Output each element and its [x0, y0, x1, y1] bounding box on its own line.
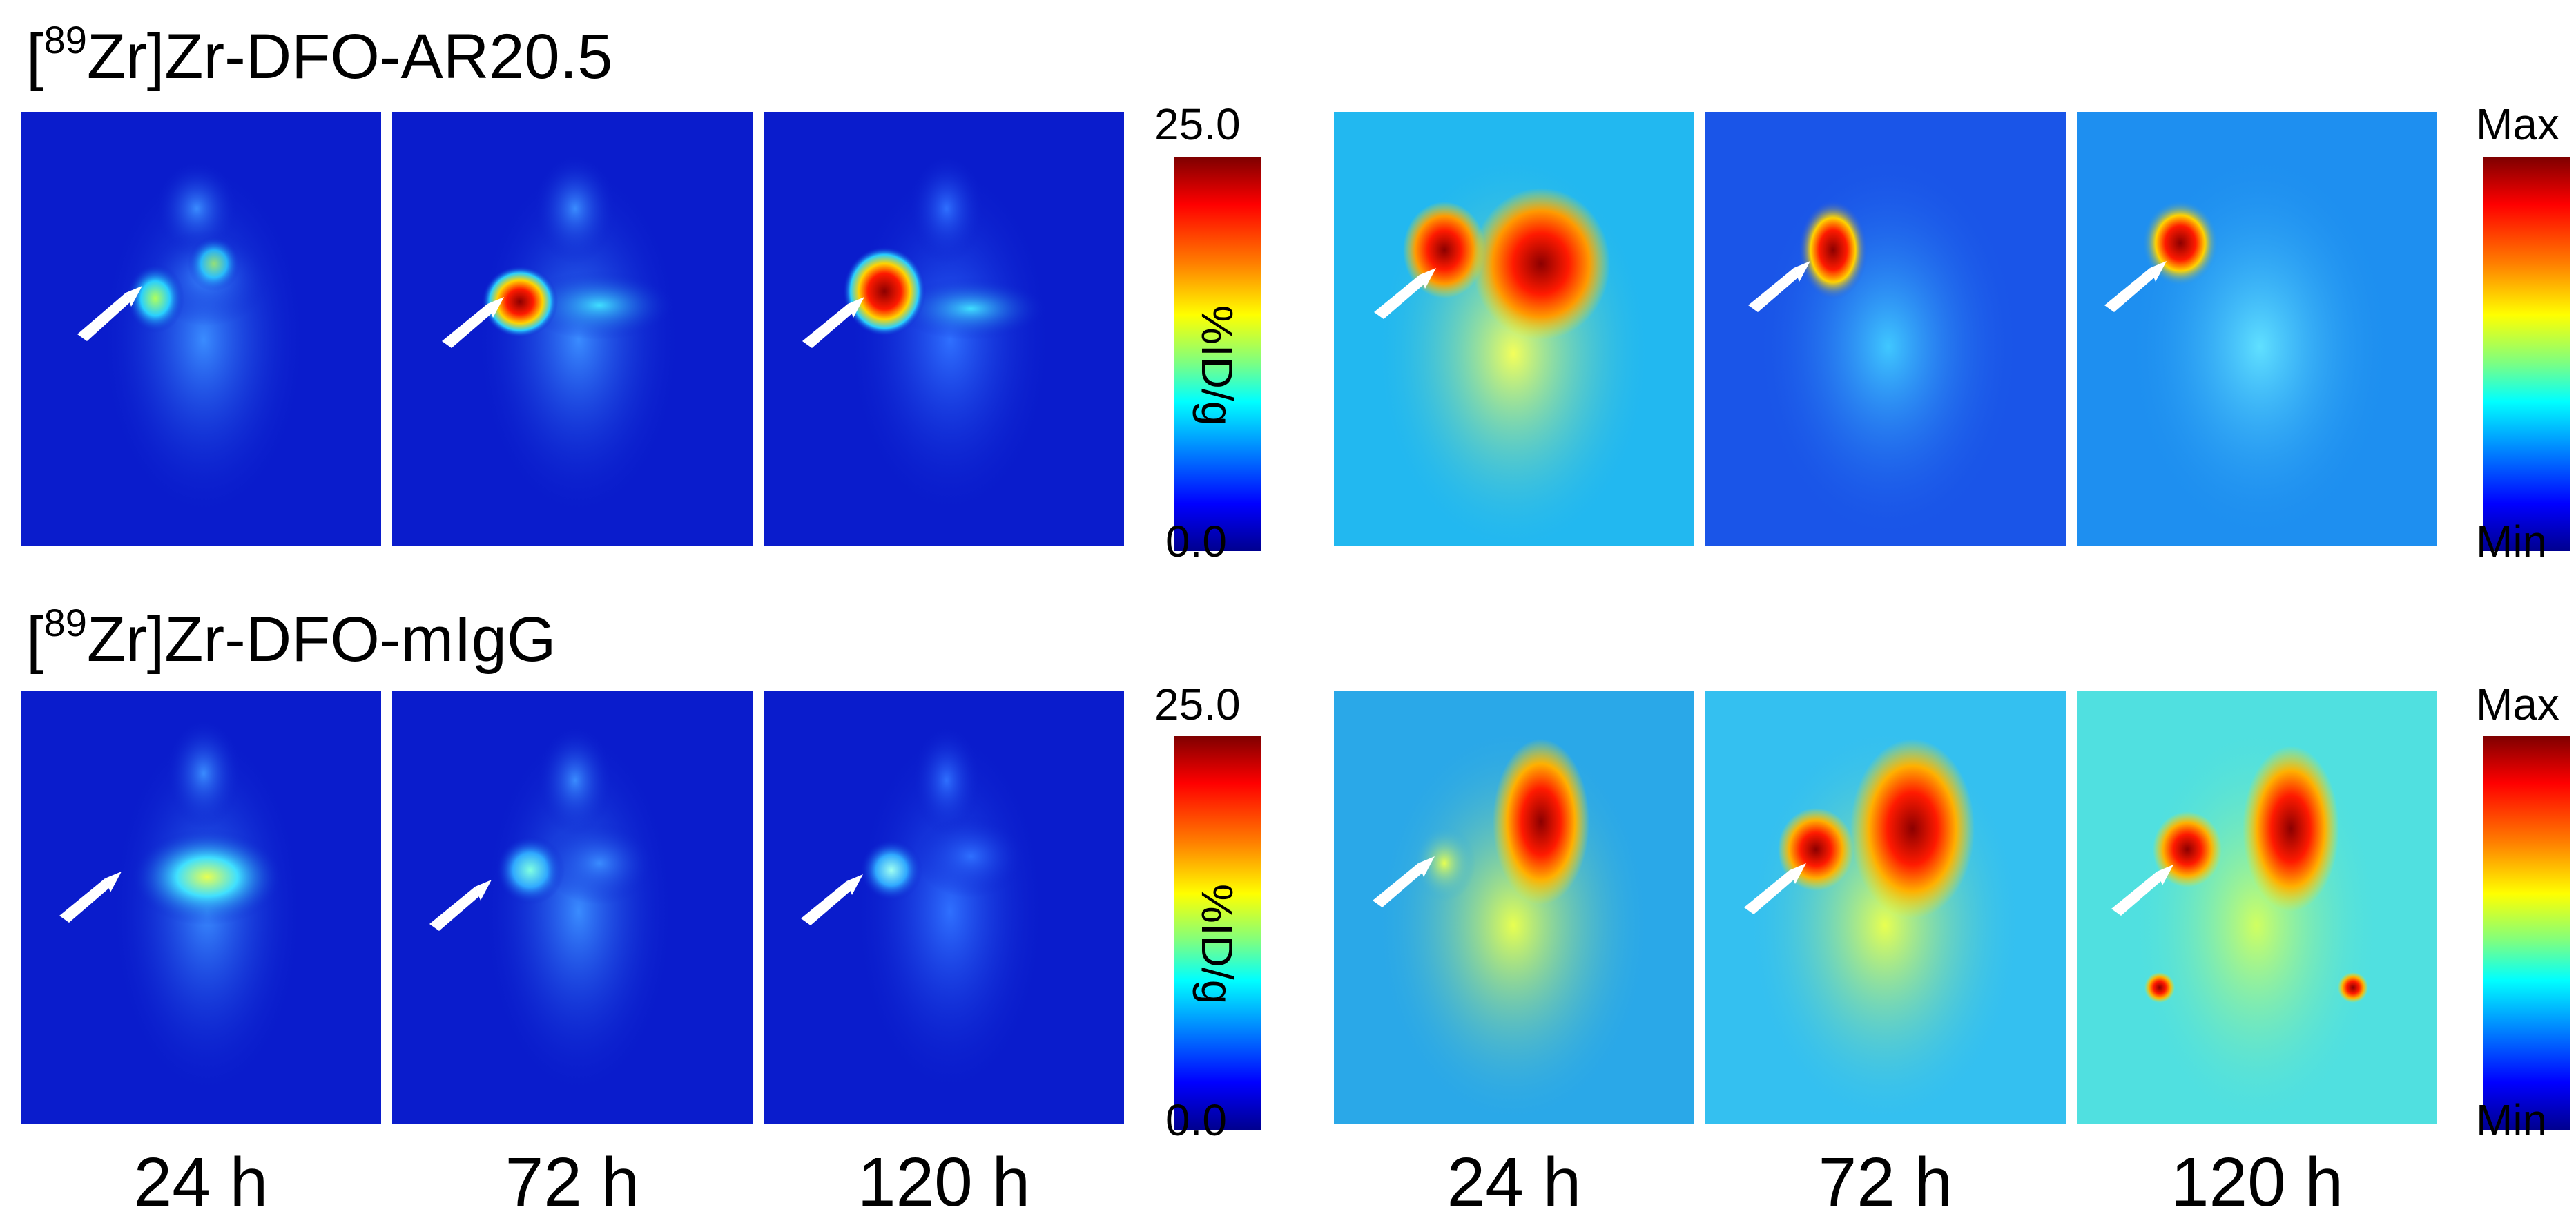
- pet-image-migg-120h: [764, 691, 1124, 1124]
- colorbar-min-label-2: 0.0: [1165, 1095, 1227, 1145]
- colorbar-rel-min-label-2: Min: [2476, 1095, 2548, 1145]
- time-label: 120 h: [2170, 1144, 2344, 1221]
- tumor-arrow-icon: [2111, 872, 2161, 916]
- time-label: 120 h: [857, 1144, 1031, 1221]
- tumor-arrow-icon: [1374, 275, 1424, 319]
- time-label: 72 h: [1818, 1144, 1953, 1221]
- tumor-arrow-icon: [1748, 268, 1798, 312]
- colorbar-rel-max-label: Max: [2476, 99, 2559, 149]
- colorbar-rel-max-label-2: Max: [2476, 680, 2559, 729]
- colorbar-quantitative: [1174, 157, 1261, 551]
- tumor-arrow-icon: [1744, 870, 1794, 914]
- tumor-arrow-icon: [802, 304, 852, 348]
- colorbar-unit-label-2: %ID/g: [1192, 884, 1242, 1005]
- colorbar-relative-2: [2483, 736, 2570, 1130]
- colorbar-relative: [2483, 157, 2570, 551]
- colorbar-max-label-2: 25.0: [1154, 680, 1241, 729]
- time-label: 24 h: [1446, 1144, 1582, 1221]
- time-label: 24 h: [133, 1144, 269, 1221]
- tumor-arrow-icon: [1373, 863, 1422, 907]
- tumor-arrow-icon: [77, 293, 130, 341]
- pet-image-ar205-24h-relative: [1334, 112, 1694, 546]
- pet-image-ar205-120h: [764, 112, 1124, 546]
- row-title-ar205: [89Zr]Zr-DFO-AR20.5: [26, 18, 613, 92]
- row-title-migg: [89Zr]Zr-DFO-mIgG: [26, 601, 556, 675]
- pet-image-migg-24h-relative: [1334, 691, 1694, 1124]
- pet-image-ar205-72h-relative: [1705, 112, 2066, 546]
- tumor-arrow-icon: [2104, 268, 2154, 312]
- time-label: 72 h: [505, 1144, 640, 1221]
- colorbar-max-label: 25.0: [1154, 99, 1241, 149]
- tumor-arrow-icon: [429, 887, 479, 931]
- colorbar-min-label: 0.0: [1165, 517, 1227, 566]
- colorbar-unit-label: %ID/g: [1192, 305, 1242, 426]
- pet-image-migg-72h-relative: [1705, 691, 2066, 1124]
- colorbar-quantitative-2: [1174, 736, 1261, 1130]
- colorbar-rel-min-label: Min: [2476, 517, 2548, 566]
- tumor-arrow-icon: [442, 304, 492, 348]
- pet-image-migg-120h-relative: [2077, 691, 2437, 1124]
- pet-image-migg-24h: [21, 691, 381, 1124]
- pet-image-ar205-24h: [21, 112, 381, 546]
- pet-image-migg-72h: [392, 691, 753, 1124]
- tumor-arrow-icon: [59, 878, 109, 923]
- pet-image-ar205-72h: [392, 112, 753, 546]
- tumor-arrow-icon: [801, 881, 851, 925]
- pet-image-ar205-120h-relative: [2077, 112, 2437, 546]
